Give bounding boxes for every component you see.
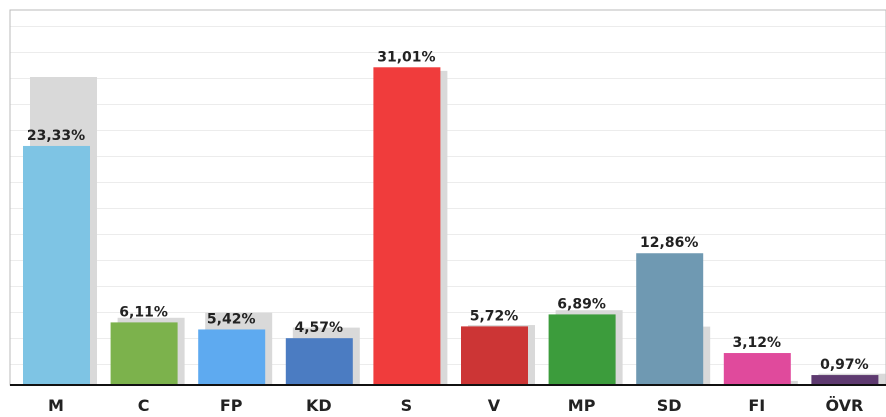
value-label: 5,72% bbox=[470, 308, 519, 324]
value-label: 0,97% bbox=[820, 357, 869, 373]
value-label: 4,57% bbox=[295, 320, 344, 336]
bar bbox=[110, 322, 178, 385]
bar bbox=[461, 326, 528, 385]
bar bbox=[373, 67, 441, 385]
x-tick-label: FI bbox=[748, 396, 765, 415]
value-label: 3,12% bbox=[733, 335, 782, 351]
bar bbox=[23, 145, 90, 385]
x-tick-label: V bbox=[488, 396, 501, 415]
x-tick-label: SD bbox=[657, 396, 682, 415]
bar bbox=[548, 314, 616, 385]
x-tick-label: M bbox=[48, 396, 64, 415]
value-label: 6,89% bbox=[557, 296, 606, 312]
bar bbox=[636, 253, 704, 385]
bar bbox=[285, 338, 353, 385]
x-tick-label: KD bbox=[306, 396, 332, 415]
bar bbox=[811, 375, 879, 385]
x-tick-label: FP bbox=[220, 396, 243, 415]
x-tick-label: C bbox=[138, 396, 150, 415]
bar bbox=[198, 329, 266, 385]
value-label: 31,01% bbox=[377, 49, 435, 65]
x-tick-label: S bbox=[401, 396, 413, 415]
bar bbox=[723, 353, 791, 385]
value-label: 6,11% bbox=[119, 304, 168, 320]
x-tick-label: MP bbox=[568, 396, 596, 415]
value-label: 12,86% bbox=[640, 235, 698, 251]
value-label: 23,33% bbox=[27, 128, 85, 144]
x-tick-label: ÖVR bbox=[825, 396, 863, 415]
value-label: 5,42% bbox=[207, 311, 256, 327]
